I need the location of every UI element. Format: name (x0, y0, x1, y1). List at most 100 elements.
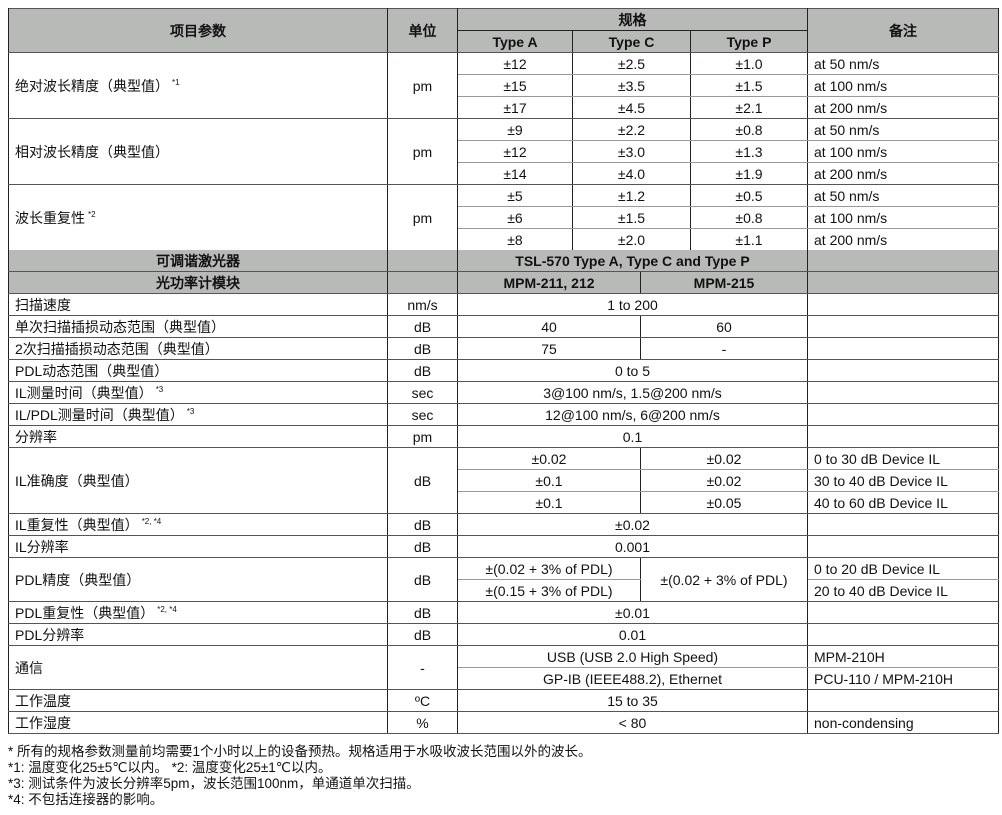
param-label: 扫描速度 (8, 293, 388, 316)
footnote: * 所有的规格参数测量前均需要1个小时以上的设备预热。规格适用于水吸收波长范围以… (8, 744, 592, 759)
param-text: 单次扫描插损动态范围（典型值） (15, 318, 225, 335)
type-c-value: ±3.5 (572, 74, 691, 97)
param-text: IL/PDL测量时间（典型值） (15, 406, 184, 423)
value-cell: USB (USB 2.0 High Speed) (457, 645, 808, 668)
notes-cell (807, 403, 999, 426)
type-p-value: ±1.3 (690, 140, 808, 163)
param-label: IL重复性（典型值） *2, *4 (8, 513, 388, 536)
footnote-ref: *1 (172, 77, 180, 87)
table-row: IL准确度（典型值） dB ±0.02 ±0.02 0 to 30 dB Device … (8, 447, 999, 514)
laser-label: 可调谐激光器 (8, 250, 388, 272)
notes-cell (807, 381, 999, 404)
notes-cell: 0 to 20 dB Device IL (807, 557, 999, 580)
value-cell: ±0.02 (457, 513, 808, 536)
table-row: GP-IB (IEEE488.2), Ethernet PCU-110 / MPM… (9, 667, 999, 690)
unit-cell: pm (387, 118, 458, 185)
value-cell: 1 to 200 (457, 293, 808, 316)
param-label: 单次扫描插损动态范围（典型值） (8, 315, 388, 338)
type-a-value: ±8 (457, 228, 573, 251)
param-text: IL测量时间（典型值） (15, 384, 153, 401)
table-row: 工作湿度% < 80 non-condensing (8, 711, 999, 734)
notes-cell: at 50 nm/s (807, 52, 999, 75)
notes-cell: 20 to 40 dB Device IL (807, 579, 999, 602)
table-row: IL分辨率 dB 0.001 (8, 535, 999, 558)
value-cell: ±(0.02 + 3% of PDL) (457, 557, 641, 580)
unit-cell: % (387, 711, 458, 734)
footnote: *1: 温度变化25±5℃以内。 *2: 温度变化25±1℃以内。 (8, 760, 332, 775)
param-text: 绝对波长精度（典型值） (15, 77, 169, 94)
type-a-value: ±6 (457, 206, 573, 229)
table-row: PDL精度（典型值） dB ±(0.02 + 3% of PDL) ±(0.02 + … (8, 557, 999, 602)
param-label: PDL分辨率 (8, 623, 388, 646)
type-p-value: ±0.8 (690, 206, 808, 229)
value-cell: 0.01 (457, 623, 808, 646)
type-p-value: ±1.0 (690, 52, 808, 75)
notes-cell: 40 to 60 dB Device IL (807, 491, 999, 514)
unit-cell: pm (387, 425, 458, 448)
value-cell: 40 (457, 315, 641, 338)
value-cell: ±0.02 (640, 447, 808, 470)
unit-cell: dB (387, 623, 458, 646)
param-text: PDL分辨率 (15, 626, 85, 643)
value-cell: 0 to 5 (457, 359, 808, 382)
unit-cell: nm/s (387, 293, 458, 316)
header-param: 项目参数 (8, 8, 388, 53)
header-unit: 单位 (387, 8, 458, 53)
footnotes: * 所有的规格参数测量前均需要1个小时以上的设备预热。规格适用于水吸收波长范围以… (8, 744, 592, 808)
value-cell: 0.001 (457, 535, 808, 558)
notes-cell (807, 513, 999, 536)
value-cell: ±(0.02 + 3% of PDL) (640, 557, 808, 602)
param-text: 相对波长精度（典型值） (15, 143, 169, 160)
notes-cell: 30 to 40 dB Device IL (807, 469, 999, 492)
notes-cell: MPM-210H (807, 645, 999, 668)
type-a-value: ±5 (457, 184, 573, 207)
table-row: 2次扫描插损动态范围（典型值） dB 75- (8, 337, 999, 360)
power-meter-spec-table: 可调谐激光器 TSL-570 Type A, Type C and Type P… (8, 250, 999, 734)
table-row: 单次扫描插损动态范围（典型值） dB 40 60 (8, 315, 999, 338)
laser-value: TSL-570 Type A, Type C and Type P (457, 250, 808, 272)
table-row: 扫描速度 nm/s 1 to 200 (8, 293, 999, 316)
unit-cell: pm (387, 52, 458, 119)
notes-cell: non-condensing (807, 711, 999, 734)
table-row: 分辨率 pm 0.1 (8, 425, 999, 448)
table-row: IL重复性（典型值） *2, *4 dB ±0.02 (8, 513, 999, 536)
type-p-value: ±1.9 (690, 162, 808, 185)
type-c-value: ±4.5 (572, 96, 691, 119)
unit-cell: sec (387, 403, 458, 426)
param-text: IL重复性（典型值） (15, 516, 139, 533)
unit-cell: - (387, 645, 458, 690)
header-notes: 备注 (807, 8, 999, 53)
table-row: ±15 ±3.5 ±1.5 at 100 nm/s (9, 74, 999, 97)
notes-cell (807, 535, 999, 558)
unit-cell: dB (387, 535, 458, 558)
notes-cell: at 100 nm/s (807, 206, 999, 229)
type-c-value: ±2.0 (572, 228, 691, 251)
notes-cell: at 200 nm/s (807, 96, 999, 119)
type-a-value: ±12 (457, 52, 573, 75)
unit-cell: dB (387, 337, 458, 360)
table-row: 绝对波长精度（典型值） *1 pm ±12 ±2.5 ±1.0 at 50 nm/s (8, 52, 999, 119)
unit-cell: dB (387, 557, 458, 602)
table-row: ±6 ±1.5 ±0.8 at 100 nm/s (9, 206, 999, 229)
type-c-value: ±2.2 (572, 118, 691, 141)
type-p-value: ±1.1 (690, 228, 808, 251)
param-text: 2次扫描插损动态范围（典型值） (15, 340, 219, 357)
table-row: PDL重复性（典型值） *2, *4 dB ±0.01 (8, 601, 999, 624)
footnote-ref: *2 (88, 209, 96, 219)
value-cell: 15 to 35 (457, 689, 808, 712)
notes-cell: at 200 nm/s (807, 162, 999, 185)
param-text: PDL动态范围（典型值） (15, 362, 169, 379)
notes-cell: at 100 nm/s (807, 74, 999, 97)
type-p-value: ±0.8 (690, 118, 808, 141)
header-type-a: Type A (457, 30, 573, 53)
value-cell: ±0.1 (457, 491, 641, 514)
value-cell: GP-IB (IEEE488.2), Ethernet (457, 667, 808, 690)
param-label: PDL动态范围（典型值） (8, 359, 388, 382)
table-row: ±12 ±3.0 ±1.3 at 100 nm/s (9, 140, 999, 163)
param-label: IL测量时间（典型值） *3 (8, 381, 388, 404)
notes-cell: at 200 nm/s (807, 228, 999, 251)
type-p-value: ±1.5 (690, 74, 808, 97)
param-label: 绝对波长精度（典型值） *1 (8, 52, 388, 119)
type-p-value: ±2.1 (690, 96, 808, 119)
notes-cell (807, 689, 999, 712)
